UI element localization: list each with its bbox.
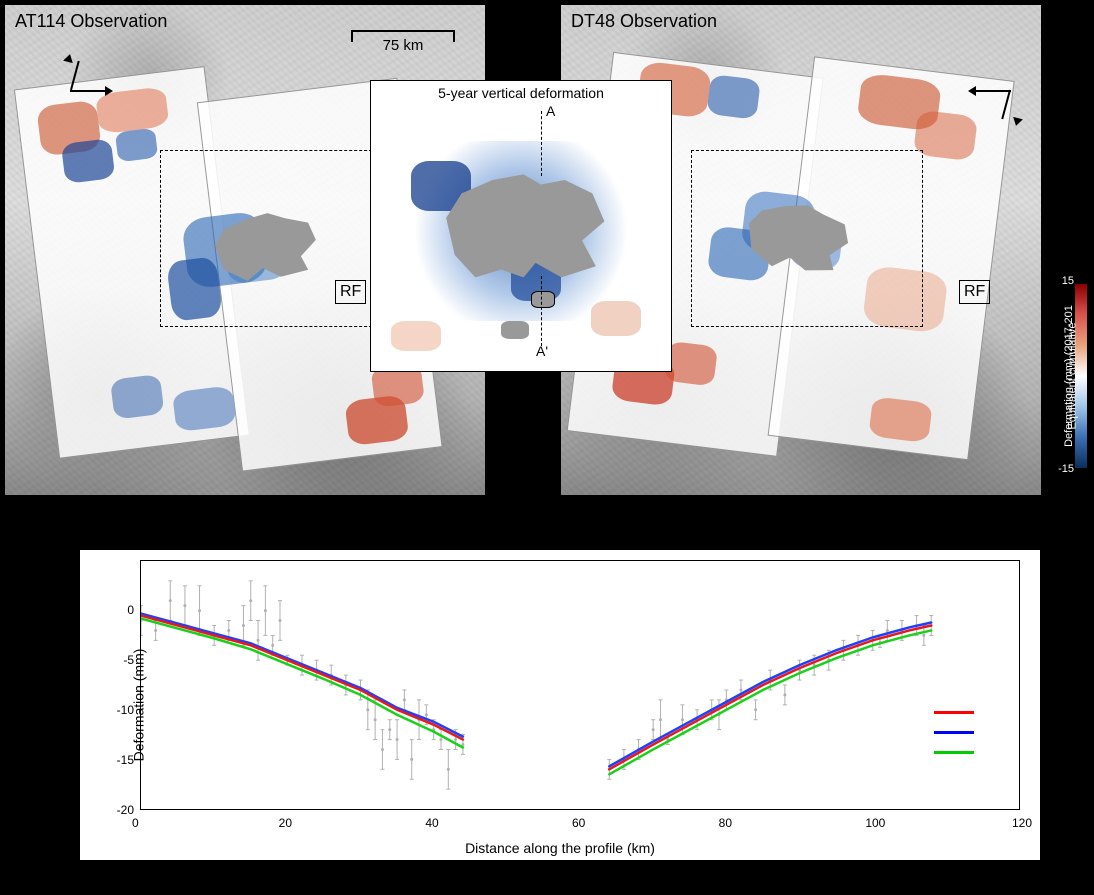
map-center: A A' 5-year vertical deformation	[370, 80, 672, 372]
center-title: 5-year vertical deformation	[371, 85, 671, 101]
legend-green	[934, 751, 974, 754]
legend-blue	[934, 731, 974, 734]
profile-chart: Distance along the profile (km) Deformat…	[80, 550, 1040, 860]
cbar-label-2: Deformation (mm) (2017-201	[1063, 305, 1075, 447]
profile-label-Aprime: A'	[536, 343, 548, 359]
panel-title-right: DT48 Observation	[571, 11, 717, 32]
dashed-roi-right	[691, 150, 923, 327]
profile-label-A: A	[546, 103, 555, 119]
profile-line	[541, 111, 542, 176]
look-arrow-right	[961, 60, 1021, 120]
legend-red	[934, 711, 974, 714]
rf-label-left: RF	[335, 280, 366, 304]
xlabel: Distance along the profile (km)	[465, 840, 655, 856]
chart-svg	[141, 561, 1019, 809]
chart-plot-area	[140, 560, 1020, 810]
rf-label-right: RF	[959, 280, 990, 304]
colorbar: 15 -15 Equivalent cumulative Deformation…	[1043, 275, 1088, 475]
look-arrow-left	[60, 60, 120, 120]
panel-title-left: AT114 Observation	[15, 11, 167, 32]
scale-bar: 75 km	[351, 25, 455, 54]
cbar-min: -15	[1058, 463, 1074, 475]
cbar-max: 15	[1062, 275, 1074, 287]
